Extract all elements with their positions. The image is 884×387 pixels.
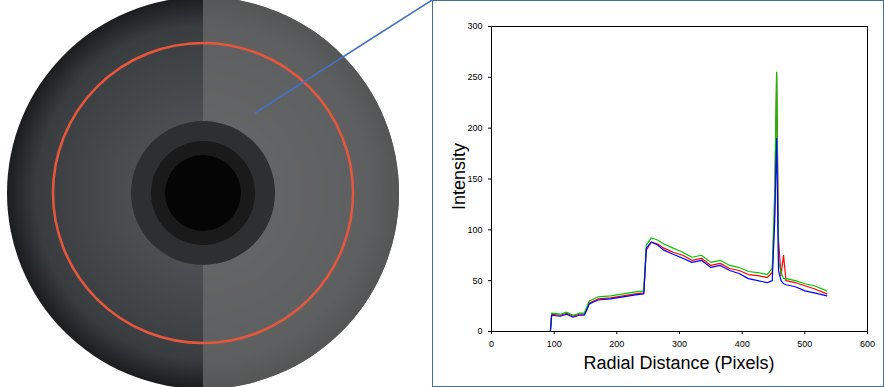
html-text:Radial Distance (Pixels): Radial Distance (Pixels) xyxy=(583,353,775,373)
svg-text:400: 400 xyxy=(735,339,750,349)
svg-text:200: 200 xyxy=(609,339,624,349)
svg-text:500: 500 xyxy=(797,339,812,349)
svg-text:100: 100 xyxy=(467,225,482,235)
svg-text:100: 100 xyxy=(547,339,562,349)
svg-text:250: 250 xyxy=(467,72,482,82)
svg-text:0: 0 xyxy=(477,326,482,336)
html-text:Intensity: Intensity xyxy=(448,143,469,210)
svg-text:300: 300 xyxy=(672,339,687,349)
svg-text:50: 50 xyxy=(472,276,482,286)
svg-text:200: 200 xyxy=(467,123,482,133)
svg-text:300: 300 xyxy=(467,21,482,31)
svg-text:0: 0 xyxy=(489,339,494,349)
svg-text:600: 600 xyxy=(860,339,875,349)
svg-text:150: 150 xyxy=(467,174,482,184)
